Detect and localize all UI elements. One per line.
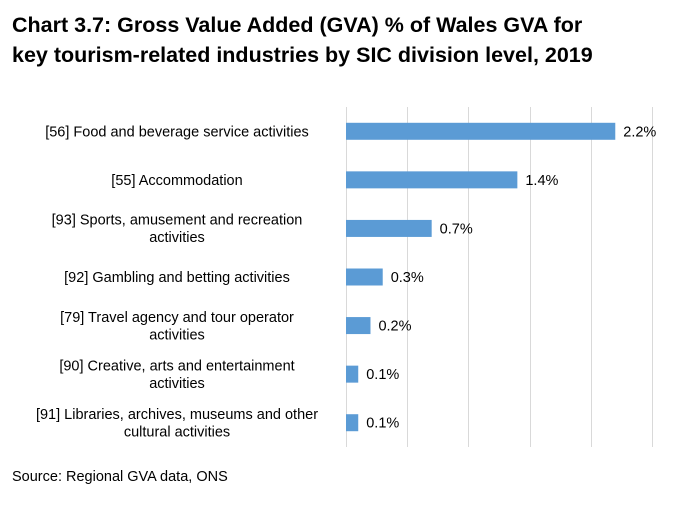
- category-label-3-line-0: [92] Gambling and betting activities: [64, 270, 290, 286]
- data-label-3: 0.3%: [391, 270, 424, 286]
- category-label-1: [55] Accommodation: [111, 173, 242, 189]
- category-label-3: [92] Gambling and betting activities: [64, 270, 290, 286]
- category-label-6: [91] Libraries, archives, museums and ot…: [36, 407, 318, 441]
- category-label-2: [93] Sports, amusement and recreation act…: [52, 213, 303, 247]
- data-label-6: 0.1%: [366, 416, 399, 432]
- category-label-5: [90] Creative, arts and entertainment act…: [59, 358, 294, 392]
- data-label-0: 2.2%: [623, 124, 656, 140]
- category-label-6-line-1: cultural activities: [124, 424, 230, 440]
- bar-4: [346, 317, 371, 335]
- category-label-1-line-0: [55] Accommodation: [111, 173, 242, 189]
- chart-title-line-1: Chart 3.7: Gross Value Added (GVA) % of …: [12, 13, 583, 37]
- bars: [346, 122, 616, 432]
- category-label-0-line-0: [56] Food and beverage service activitie…: [45, 124, 309, 140]
- category-label-6-line-0: [91] Libraries, archives, museums and ot…: [36, 407, 318, 423]
- bar-3: [346, 268, 383, 286]
- data-label-5: 0.1%: [366, 367, 399, 383]
- category-label-2-line-1: activities: [149, 230, 205, 246]
- category-label-4-line-1: activities: [149, 327, 205, 343]
- data-label-2: 0.7%: [440, 221, 473, 237]
- category-labels: [56] Food and beverage service activitie…: [36, 124, 318, 440]
- bar-2: [346, 219, 432, 237]
- category-label-0: [56] Food and beverage service activitie…: [45, 124, 309, 140]
- bar-6: [346, 414, 359, 432]
- category-label-4: [79] Travel agency and tour operator acti…: [60, 310, 294, 344]
- category-label-5-line-0: [90] Creative, arts and entertainment: [59, 358, 294, 374]
- source-note: Source: Regional GVA data, ONS: [12, 469, 228, 485]
- data-label-4: 0.2%: [378, 319, 411, 335]
- bar-5: [346, 365, 359, 383]
- bar-0: [346, 122, 616, 140]
- chart-title-line-2: key tourism-related industries by SIC di…: [12, 43, 593, 67]
- chart-title: Chart 3.7: Gross Value Added (GVA) % of …: [12, 10, 687, 70]
- data-labels: 2.2% 1.4% 0.7% 0.3% 0.2% 0.1% 0.1%: [366, 124, 656, 431]
- category-label-5-line-1: activities: [149, 376, 205, 392]
- category-label-2-line-0: [93] Sports, amusement and recreation: [52, 213, 303, 229]
- category-label-4-line-0: [79] Travel agency and tour operator: [60, 310, 294, 326]
- bar-1: [346, 171, 518, 189]
- data-label-1: 1.4%: [525, 173, 558, 189]
